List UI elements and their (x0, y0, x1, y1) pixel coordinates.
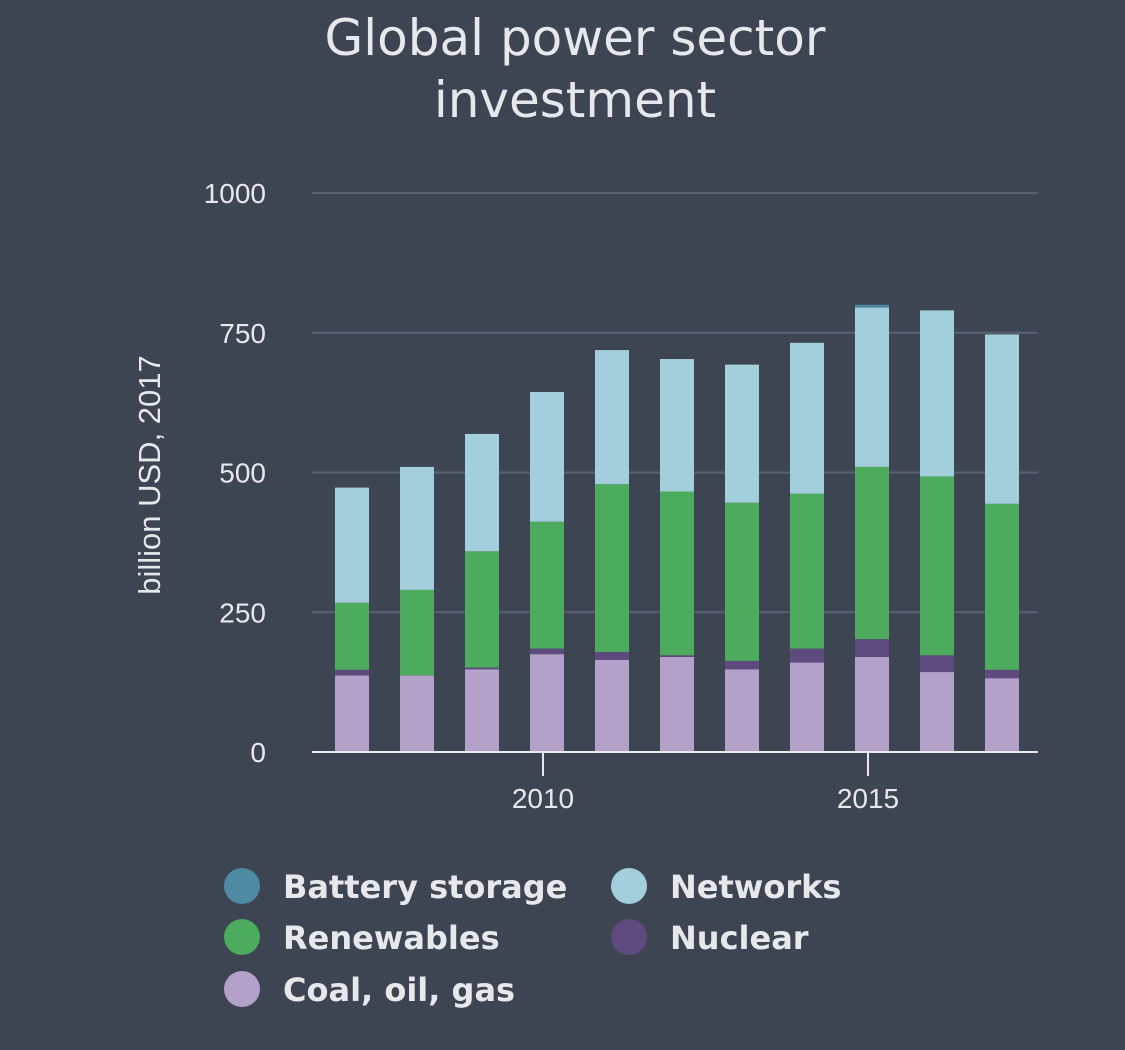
x-tick-label-2015: 2015 (837, 783, 899, 814)
legend-swatch-coal-oil-gas (224, 971, 260, 1007)
bar-renewables-2017 (985, 503, 1019, 670)
bar-nuclear-2013 (725, 660, 759, 670)
bar-networks-2007 (335, 487, 369, 603)
legend-label-networks: Networks (670, 868, 841, 906)
chart-title: Global power sector investment (325, 9, 826, 129)
legend: Battery storage Networks Renewables Nuclear… (224, 868, 841, 1009)
bar-networks-2013 (725, 364, 759, 503)
legend-swatch-battery-storage (224, 868, 260, 904)
bar-networks-2009 (465, 433, 499, 552)
bar-networks-2016 (920, 310, 954, 477)
bar-nuclear-2014 (790, 648, 824, 663)
legend-swatch-nuclear (611, 919, 647, 955)
legend-item-renewables: Renewables (224, 919, 500, 957)
bar-renewables-2009 (465, 551, 499, 668)
legend-item-battery-storage: Battery storage (224, 868, 567, 906)
legend-swatch-networks (611, 868, 647, 904)
bar-stack-2013 (725, 364, 759, 752)
legend-item-nuclear: Nuclear (611, 919, 809, 957)
bar-stack-2009 (465, 433, 499, 752)
bar-nuclear-2012 (660, 655, 694, 657)
bar-networks-2012 (660, 359, 694, 492)
y-tick-label-250: 250 (219, 597, 266, 628)
bar-renewables-2008 (400, 589, 434, 676)
bar-coal-oil-gas-2008 (400, 675, 434, 752)
bar-renewables-2015 (855, 466, 889, 640)
bar-coal-oil-gas-2010 (530, 654, 564, 752)
bar-coal-oil-gas-2012 (660, 656, 694, 752)
x-axis: 2010 2015 (312, 751, 1038, 814)
legend-label-nuclear: Nuclear (670, 919, 809, 957)
bar-renewables-2014 (790, 493, 824, 649)
chart-title-line-1: Global power sector (325, 9, 826, 67)
bar-nuclear-2016 (920, 655, 954, 673)
bar-renewables-2010 (530, 521, 564, 649)
bar-networks-2014 (790, 342, 824, 494)
bar-stack-2014 (790, 342, 824, 752)
bar-renewables-2016 (920, 476, 954, 656)
bar-stack-2010 (530, 392, 564, 752)
y-tick-label-1000: 1000 (204, 178, 266, 209)
bar-coal-oil-gas-2007 (335, 675, 369, 752)
bar-networks-2015 (855, 307, 889, 467)
bar-stack-2016 (920, 310, 954, 752)
bar-networks-2008 (400, 466, 434, 590)
bars (335, 304, 1019, 752)
bar-renewables-2012 (660, 491, 694, 656)
bar-renewables-2007 (335, 602, 369, 670)
legend-item-coal-oil-gas: Coal, oil, gas (224, 971, 515, 1009)
bar-coal-oil-gas-2017 (985, 678, 1019, 752)
bar-stack-2011 (595, 350, 629, 752)
bar-coal-oil-gas-2016 (920, 672, 954, 752)
bar-stack-2012 (660, 359, 694, 752)
bar-nuclear-2009 (465, 667, 499, 670)
bar-networks-2017 (985, 334, 1019, 504)
bar-renewables-2011 (595, 484, 629, 652)
bar-nuclear-2010 (530, 648, 564, 655)
chart-title-line-2: investment (434, 71, 716, 129)
bar-nuclear-2017 (985, 669, 1019, 679)
y-axis-title: billion USD, 2017 (132, 355, 167, 595)
legend-label-renewables: Renewables (283, 919, 500, 957)
bar-coal-oil-gas-2015 (855, 656, 889, 752)
bar-nuclear-2015 (855, 639, 889, 657)
y-tick-label-500: 500 (219, 458, 266, 489)
bar-coal-oil-gas-2013 (725, 669, 759, 752)
bar-networks-2010 (530, 392, 564, 522)
x-tick-label-2010: 2010 (512, 783, 574, 814)
y-tick-label-750: 750 (219, 318, 266, 349)
bar-stack-2017 (985, 334, 1019, 752)
legend-label-coal-oil-gas: Coal, oil, gas (283, 971, 515, 1009)
bar-coal-oil-gas-2009 (465, 669, 499, 752)
bar-nuclear-2007 (335, 669, 369, 676)
bar-coal-oil-gas-2011 (595, 659, 629, 752)
bar-networks-2011 (595, 350, 629, 485)
bar-battery-storage-2015 (855, 304, 889, 308)
legend-swatch-renewables (224, 919, 260, 955)
bar-stack-2007 (335, 487, 369, 752)
bar-stack-2015 (855, 304, 889, 752)
bar-nuclear-2011 (595, 651, 629, 660)
y-tick-label-0: 0 (250, 737, 266, 768)
bar-coal-oil-gas-2014 (790, 662, 824, 752)
bar-renewables-2013 (725, 502, 759, 661)
legend-item-networks: Networks (611, 868, 841, 906)
bar-stack-2008 (400, 466, 434, 752)
y-axis-ticks: 0 250 500 750 1000 (204, 178, 266, 768)
legend-label-battery-storage: Battery storage (283, 868, 567, 906)
